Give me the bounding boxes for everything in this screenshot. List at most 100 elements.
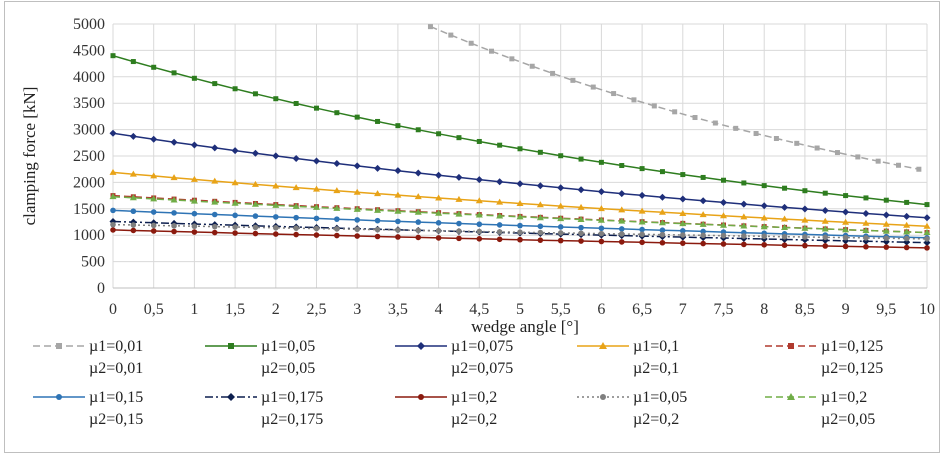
- data-point: [353, 162, 361, 170]
- data-point: [129, 132, 137, 140]
- legend-label: µ1=0,01: [89, 338, 143, 355]
- data-point: [720, 212, 727, 219]
- series-2: [110, 53, 930, 208]
- data-point: [517, 229, 523, 236]
- legend-label: µ2=0,05: [821, 411, 875, 428]
- data-point: [517, 222, 523, 229]
- data-point: [740, 222, 748, 229]
- legend-label: µ1=0,05: [633, 389, 687, 406]
- data-point: [212, 81, 218, 87]
- data-point: [578, 224, 584, 231]
- data-point: [700, 232, 706, 239]
- series-10: [109, 193, 931, 236]
- data-point: [415, 219, 422, 225]
- data-point: [232, 224, 238, 230]
- data-point: [924, 202, 930, 208]
- data-point: [496, 212, 504, 219]
- data-point: [680, 232, 686, 238]
- data-point: [435, 209, 443, 216]
- x-tick-label: 4,5: [469, 301, 489, 318]
- data-point: [293, 231, 299, 238]
- data-point: [435, 194, 443, 201]
- data-point: [313, 232, 320, 238]
- data-point: [842, 208, 850, 216]
- data-point: [476, 138, 482, 144]
- data-point: [557, 224, 564, 230]
- data-point: [272, 201, 280, 208]
- data-point: [414, 169, 422, 177]
- legend: µ1=0,01 µ2=0,01 µ1=0,05 µ2=0,05 µ1=0,075 µ2=0…: [33, 338, 883, 428]
- data-point: [191, 223, 198, 230]
- data-point: [110, 207, 116, 214]
- data-point: [557, 215, 565, 222]
- data-point: [456, 235, 462, 242]
- data-point: [659, 231, 666, 238]
- x-tick-label: 0,5: [144, 301, 164, 318]
- data-point: [354, 114, 360, 120]
- data-point: [680, 240, 686, 246]
- data-point: [517, 146, 523, 152]
- data-point: [496, 178, 504, 186]
- data-point: [639, 231, 645, 238]
- data-point: [801, 205, 809, 213]
- data-point: [557, 237, 564, 244]
- data-point: [516, 199, 524, 206]
- data-point: [822, 234, 829, 241]
- data-point: [109, 193, 117, 200]
- data-point: [496, 198, 504, 205]
- legend-label: µ1=0,2: [451, 389, 497, 406]
- data-point: [842, 218, 850, 225]
- data-point: [862, 209, 870, 217]
- data-point: [802, 242, 808, 249]
- data-point: [150, 195, 158, 202]
- legend-item: µ1=0,125 µ2=0,125: [765, 338, 883, 377]
- data-point: [435, 171, 443, 179]
- data-point: [414, 208, 422, 215]
- data-point: [842, 243, 849, 250]
- data-point: [334, 216, 340, 222]
- data-point: [672, 109, 678, 115]
- data-point: [130, 208, 137, 215]
- data-point: [394, 191, 402, 198]
- data-point: [802, 188, 808, 194]
- x-tick-label: 7: [679, 301, 687, 318]
- data-point: [130, 59, 136, 65]
- data-point: [374, 233, 381, 240]
- data-point: [394, 167, 402, 175]
- x-tick-label: 9: [842, 301, 850, 318]
- data-point: [395, 123, 401, 129]
- data-point: [293, 225, 299, 231]
- data-point: [721, 177, 726, 183]
- data-point: [313, 225, 320, 232]
- data-point: [191, 210, 198, 217]
- legend-item: µ1=0,05 µ2=0,2: [577, 389, 687, 428]
- data-point: [476, 221, 483, 228]
- data-point: [550, 70, 556, 76]
- data-point: [794, 140, 800, 146]
- data-point: [761, 241, 767, 248]
- data-point: [597, 205, 605, 212]
- x-tick-label: 6,5: [632, 301, 652, 318]
- data-point: [590, 84, 596, 90]
- data-point: [109, 129, 117, 137]
- data-point: [395, 234, 401, 240]
- data-point: [821, 225, 829, 232]
- data-point: [883, 197, 889, 203]
- data-point: [190, 175, 198, 182]
- data-point: [489, 48, 495, 54]
- data-point: [659, 227, 666, 233]
- data-point: [273, 231, 279, 237]
- legend-marker: [228, 343, 234, 349]
- data-point: [842, 226, 850, 233]
- data-point: [333, 187, 341, 194]
- legend-label: µ1=0,125: [821, 338, 883, 355]
- data-point: [435, 227, 442, 234]
- data-point: [720, 241, 727, 247]
- data-point: [354, 226, 361, 233]
- legend-marker: [227, 393, 235, 401]
- legend-label: µ1=0,15: [89, 389, 143, 406]
- legend-label: µ2=0,2: [451, 411, 497, 428]
- data-point: [863, 243, 869, 250]
- data-point: [801, 216, 809, 223]
- data-point: [760, 202, 768, 210]
